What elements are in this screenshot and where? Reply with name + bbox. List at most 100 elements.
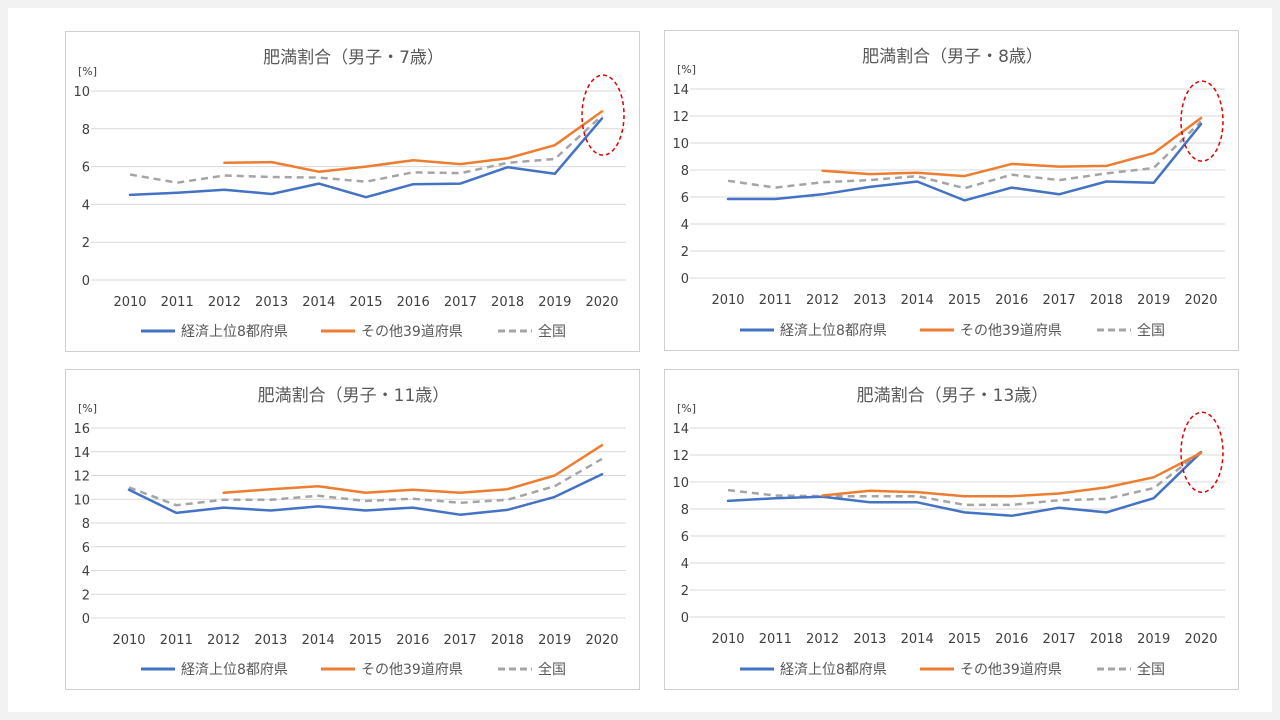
chart-panel-3: 肥満割合（男子・11歳） [%] 0 2 4 6 8 10 12 14 16 2010 2011 2012… <box>65 369 640 690</box>
legend-label-2: その他39道府県 <box>361 662 463 678</box>
x-tick-label: 2015 <box>948 293 981 308</box>
x-tick-label: 2020 <box>585 295 618 310</box>
series-line-1 <box>127 473 604 516</box>
y-tick-label: 8 <box>681 503 689 518</box>
legend-label-2: その他39道府県 <box>361 324 463 340</box>
y-tick-label: 0 <box>82 612 90 627</box>
x-tick-label: 2012 <box>806 632 839 647</box>
x-tick-label: 2015 <box>349 295 382 310</box>
series-line-2 <box>223 110 604 173</box>
y-tick-label: 14 <box>73 446 90 461</box>
y-tick-label: 4 <box>681 218 689 233</box>
x-tick-label: 2011 <box>759 293 792 308</box>
x-tick-label: 2017 <box>1043 293 1076 308</box>
x-tick-label: 2012 <box>806 293 839 308</box>
series-line-2 <box>821 451 1203 498</box>
x-tick-label: 2016 <box>995 293 1028 308</box>
y-tick-label: 6 <box>681 191 689 206</box>
x-tick-label: 2010 <box>113 295 146 310</box>
x-tick-label: 2010 <box>711 293 744 308</box>
chart-title: 肥満割合（男子・11歳） <box>258 386 450 406</box>
chart-panel-4: 肥満割合（男子・13歳） [%] 0 2 4 6 8 10 12 14 2010 2011 2012 20… <box>664 369 1239 690</box>
y-tick-label: 2 <box>82 236 90 251</box>
y-tick-label: 6 <box>82 161 90 176</box>
chart-1: 肥満割合（男子・7歳） [%] 0 2 4 6 8 10 2010 2011 2012 2013 201… <box>73 48 626 340</box>
chart-title: 肥満割合（男子・7歳） <box>263 48 444 68</box>
x-tick-label: 2016 <box>397 295 430 310</box>
x-tick-label: 2017 <box>1043 632 1076 647</box>
legend-label-1: 経済上位8都府県 <box>181 324 288 340</box>
series-line-3 <box>129 114 603 184</box>
chart-4: 肥満割合（男子・13歳） [%] 0 2 4 6 8 10 12 14 2010 2011 2012 20… <box>672 386 1225 678</box>
y-tick-label: 12 <box>73 470 90 485</box>
legend-label-3: 全国 <box>538 323 566 340</box>
x-tick-label: 2018 <box>1090 632 1123 647</box>
x-tick-label: 2019 <box>1137 293 1170 308</box>
x-tick-label: 2011 <box>759 632 792 647</box>
y-tick-label: 0 <box>82 274 90 289</box>
chart-3: 肥満割合（男子・11歳） [%] 0 2 4 6 8 10 12 14 16 2010 2011 2012… <box>73 386 626 678</box>
y-tick-label: 10 <box>672 137 689 152</box>
y-tick-label: 2 <box>681 584 689 599</box>
chart-title: 肥満割合（男子・8歳） <box>862 47 1043 67</box>
x-tick-label: 2013 <box>254 633 287 648</box>
x-tick-label: 2013 <box>255 295 288 310</box>
legend-label-1: 経済上位8都府県 <box>181 662 288 678</box>
legend-label-1: 経済上位8都府県 <box>780 323 887 339</box>
x-tick-label: 2014 <box>302 295 335 310</box>
x-tick-label: 2015 <box>948 632 981 647</box>
chart-panel-1: 肥満割合（男子・7歳） [%] 0 2 4 6 8 10 2010 2011 2012 2013 201… <box>65 31 640 352</box>
x-tick-label: 2011 <box>160 633 193 648</box>
series-line-2 <box>821 116 1203 178</box>
x-tick-label: 2014 <box>901 632 934 647</box>
chart-title: 肥満割合（男子・13歳） <box>857 386 1049 406</box>
y-unit-label: [%] <box>677 63 696 76</box>
x-tick-label: 2012 <box>207 633 240 648</box>
x-tick-label: 2013 <box>853 293 886 308</box>
y-tick-label: 10 <box>672 476 689 491</box>
legend-label-1: 経済上位8都府県 <box>780 662 887 678</box>
y-tick-label: 4 <box>82 198 90 213</box>
y-tick-label: 6 <box>681 530 689 545</box>
y-unit-label: [%] <box>677 402 696 415</box>
y-tick-label: 8 <box>82 517 90 532</box>
x-tick-label: 2013 <box>853 632 886 647</box>
x-tick-label: 2019 <box>538 633 571 648</box>
series-line-1 <box>128 117 604 199</box>
y-tick-label: 0 <box>681 272 689 287</box>
y-tick-label: 12 <box>672 449 689 464</box>
x-tick-label: 2014 <box>302 633 335 648</box>
x-tick-label: 2020 <box>585 633 618 648</box>
x-tick-label: 2016 <box>995 632 1028 647</box>
chart-panel-2: 肥満割合（男子・8歳） [%] 0 2 4 6 8 10 12 14 2010 2011 2012 201… <box>664 30 1239 351</box>
x-tick-label: 2016 <box>396 633 429 648</box>
y-tick-label: 8 <box>82 123 90 138</box>
x-tick-label: 2017 <box>444 633 477 648</box>
series-line-3 <box>128 457 603 507</box>
x-tick-label: 2019 <box>1137 632 1170 647</box>
y-tick-label: 4 <box>82 565 90 580</box>
legend-label-2: その他39道府県 <box>960 323 1062 339</box>
y-unit-label: [%] <box>78 402 97 415</box>
x-tick-label: 2019 <box>538 295 571 310</box>
legend-label-3: 全国 <box>1137 661 1165 678</box>
x-tick-label: 2010 <box>711 632 744 647</box>
highlight-ellipse <box>1180 80 1224 162</box>
y-tick-label: 2 <box>82 588 90 603</box>
x-tick-label: 2014 <box>901 293 934 308</box>
chart-2: 肥満割合（男子・8歳） [%] 0 2 4 6 8 10 12 14 2010 2011 2012 201… <box>672 47 1225 339</box>
x-tick-label: 2020 <box>1184 632 1217 647</box>
x-tick-label: 2018 <box>491 295 524 310</box>
y-tick-label: 10 <box>73 493 90 508</box>
series-line-2 <box>222 443 604 494</box>
y-tick-label: 2 <box>681 245 689 260</box>
legend-label-3: 全国 <box>1137 322 1165 339</box>
x-tick-label: 2017 <box>444 295 477 310</box>
x-tick-label: 2010 <box>112 633 145 648</box>
series-line-1 <box>726 451 1203 518</box>
series-line-1 <box>726 122 1203 202</box>
series-line-3 <box>727 120 1202 190</box>
x-tick-label: 2018 <box>1090 293 1123 308</box>
legend-label-3: 全国 <box>538 661 566 678</box>
y-tick-label: 14 <box>672 83 689 98</box>
